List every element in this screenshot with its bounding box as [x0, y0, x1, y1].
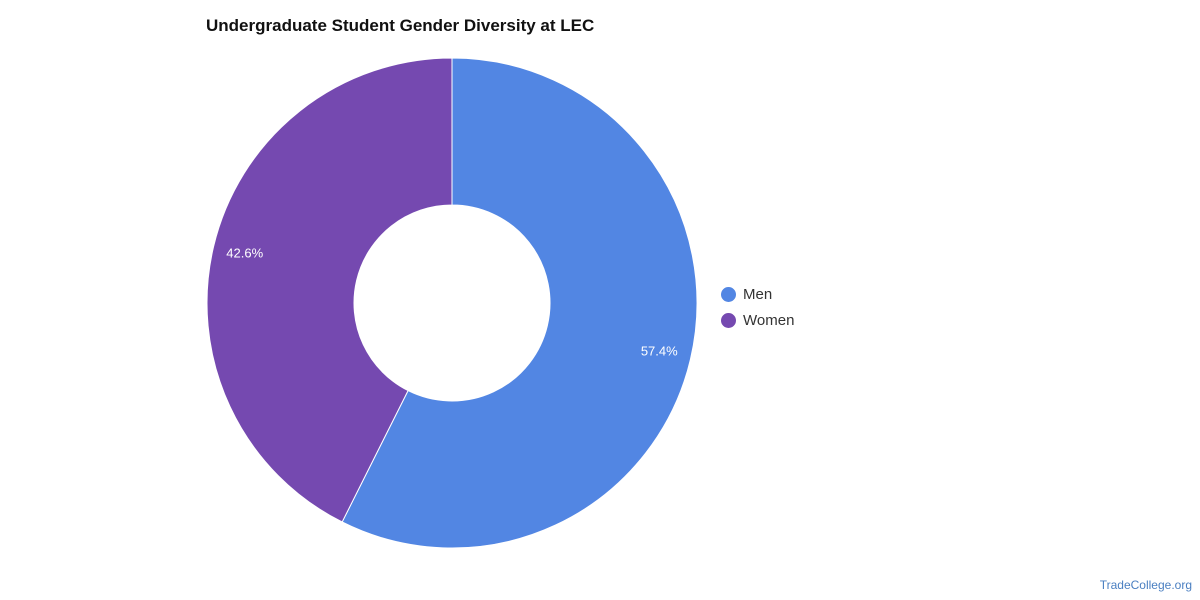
data-label-women: 42.6% — [226, 245, 263, 260]
legend: Men Women — [721, 281, 794, 333]
data-label-men: 57.4% — [641, 344, 678, 359]
legend-swatch-men — [721, 286, 736, 302]
legend-swatch-women — [721, 312, 736, 328]
source-credit-link[interactable]: TradeCollege.org — [1099, 578, 1192, 592]
legend-label-men: Men — [743, 285, 773, 303]
slice-men[interactable] — [341, 57, 698, 549]
legend-item-men[interactable]: Men — [721, 281, 794, 307]
chart-title: Undergraduate Student Gender Diversity a… — [206, 16, 595, 35]
legend-item-women[interactable]: Women — [721, 307, 794, 333]
slice-women[interactable] — [206, 57, 453, 523]
legend-label-women: Women — [743, 311, 795, 329]
